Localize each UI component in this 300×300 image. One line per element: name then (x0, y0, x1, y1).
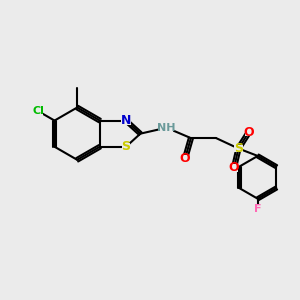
Text: Cl: Cl (33, 106, 44, 116)
Text: O: O (180, 152, 190, 165)
Bar (160, 124, 173, 132)
Text: O: O (244, 126, 254, 139)
Text: S: S (122, 140, 130, 153)
Text: NH: NH (157, 123, 176, 133)
Bar (245, 128, 253, 136)
Bar (230, 164, 238, 172)
Text: O: O (229, 161, 239, 174)
Text: F: F (254, 204, 262, 214)
Bar (181, 155, 189, 163)
Text: N: N (121, 114, 131, 127)
Text: S: S (234, 142, 243, 155)
Bar (254, 206, 262, 213)
Bar (234, 145, 243, 152)
Bar (34, 107, 43, 116)
Bar (121, 116, 131, 125)
Bar (122, 142, 130, 151)
